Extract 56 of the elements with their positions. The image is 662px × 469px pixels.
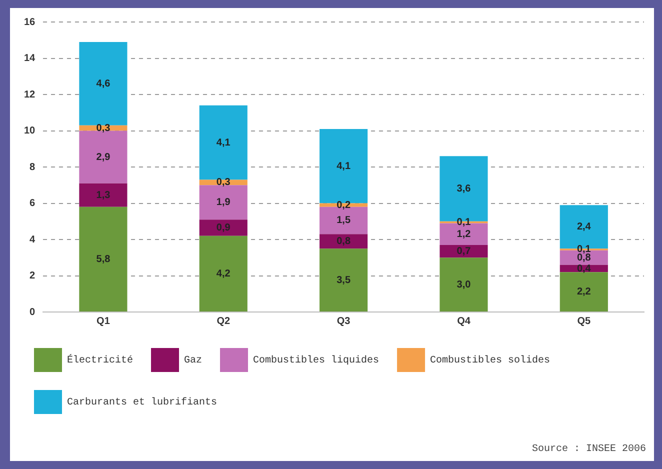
x-tick-label: Q3 [336,316,351,327]
bar [199,236,248,312]
data-label: 4,6 [96,78,111,90]
data-label: 0,4 [576,263,592,274]
data-label: 0,2 [336,200,351,211]
bar [79,42,128,126]
bar [199,105,248,180]
bar [440,258,488,312]
data-label: 1,2 [456,228,472,240]
data-label: 0,3 [216,177,231,188]
source-note: Source : INSEE 2006 [532,444,646,455]
y-tick-label: 4 [30,234,36,246]
y-tick-label: 14 [24,53,36,64]
legend-label: Combustibles liquides [253,354,380,367]
data-label: 3,0 [456,279,472,290]
bar [199,220,248,236]
y-tick-label: 0 [30,306,36,318]
data-label: 3,6 [456,184,472,194]
bar [79,130,128,184]
data-label: 1,9 [216,197,231,208]
data-label: 0,7 [456,246,472,258]
data-label: 2,9 [96,152,111,163]
legend-label: Électricité [67,354,134,367]
x-tick-label: Q2 [216,316,230,327]
data-label: 4,1 [216,137,231,148]
data-label: 5,8 [96,254,111,265]
bar [320,248,368,312]
y-tick-label: 6 [30,198,36,209]
x-tick-label: Q4 [457,316,471,327]
bar [440,244,488,258]
y-tick-label: 12 [24,89,36,100]
x-tick-label: Q5 [577,316,592,327]
data-label: 4,2 [216,268,231,280]
data-label: 1,5 [336,215,351,226]
bar [320,234,368,249]
data-label: 2,4 [576,222,592,233]
legend-label: Carburants et lubrifiants [67,396,218,409]
data-label: 2,2 [576,286,592,298]
x-tick-label: Q1 [96,316,110,327]
data-label: 3,5 [336,274,351,286]
data-label: 1,3 [96,190,111,201]
y-tick-label: 8 [30,162,36,173]
data-label: 0,9 [216,222,231,234]
data-label: 0,8 [336,236,351,248]
legend-label: Gaz [184,356,202,367]
y-tick-label: 10 [24,126,36,136]
data-label: 0,8 [576,252,592,264]
data-label: 4,1 [336,160,351,172]
legend-label: Combustibles solides [430,354,550,367]
bar [560,272,608,312]
bar [79,183,128,207]
y-tick-label: 16 [24,16,36,28]
bar [199,185,248,220]
y-tick-label: 2 [30,270,36,282]
bar [79,206,128,312]
data-label: 0,3 [96,122,111,134]
